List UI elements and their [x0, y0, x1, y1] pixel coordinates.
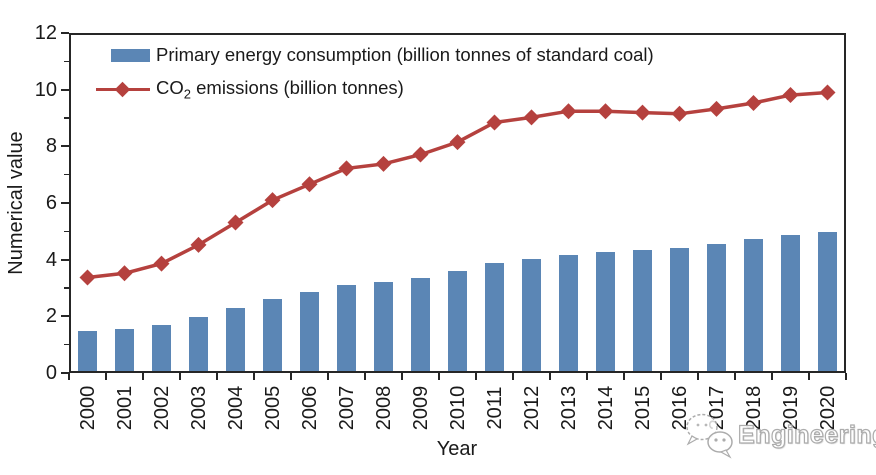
y-major-tick	[61, 88, 69, 91]
x-tick-label-2006: 2006	[298, 385, 321, 431]
x-tick-label-2007: 2007	[335, 385, 358, 431]
x-tick-label-2011: 2011	[483, 386, 506, 430]
x-tick	[734, 373, 736, 380]
bar-2007	[337, 284, 356, 371]
x-tick	[438, 373, 440, 380]
x-tick	[845, 373, 847, 380]
y-major-tick	[61, 258, 69, 261]
y-tick-label-2: 2	[45, 305, 57, 328]
line-diamond-swatch-icon	[96, 81, 150, 97]
bar-2018	[744, 239, 763, 371]
y-minor-tick	[64, 343, 69, 346]
bar-2005	[263, 299, 282, 371]
x-tick	[771, 373, 773, 380]
y-minor-tick	[64, 117, 69, 119]
x-tick	[549, 373, 551, 380]
bar-2002	[152, 324, 171, 371]
bar-2013	[559, 254, 578, 371]
x-tick	[68, 373, 70, 380]
legend-label-co2: CO2 emissions (billion tonnes)	[156, 76, 404, 102]
x-tick-label-2005: 2005	[261, 385, 284, 431]
x-tick-label-2000: 2000	[76, 385, 99, 431]
watermark-text: Engineering	[737, 420, 876, 449]
x-tick	[660, 373, 662, 380]
y-major-tick	[61, 372, 69, 374]
x-tick	[475, 373, 477, 380]
watermark: Engineering	[682, 410, 876, 460]
bar-2001	[115, 329, 134, 371]
x-tick-label-2009: 2009	[409, 385, 432, 431]
y-tick-label-8: 8	[45, 135, 57, 158]
x-tick	[697, 373, 699, 380]
x-tick	[586, 373, 588, 380]
x-tick-label-2002: 2002	[150, 385, 173, 431]
y-tick-label-0: 0	[45, 362, 57, 384]
x-tick	[179, 373, 181, 380]
bar-2012	[522, 259, 541, 371]
x-tick-label-2015: 2015	[631, 385, 654, 431]
bar-2004	[226, 307, 245, 371]
x-tick-label-2008: 2008	[372, 385, 395, 431]
bar-2019	[781, 235, 800, 371]
bar-2016	[670, 248, 689, 371]
y-tick-label-10: 10	[34, 78, 57, 101]
y-major-tick	[61, 315, 69, 318]
x-axis-title: Year	[436, 438, 478, 460]
bar-2010	[448, 270, 467, 371]
legend-label-energy: Primary energy consumption (billion tonn…	[156, 44, 654, 65]
x-tick	[512, 373, 514, 380]
bar-2020	[818, 231, 837, 371]
x-tick	[142, 373, 144, 380]
bar-2006	[300, 291, 319, 371]
y-tick-label-4: 4	[45, 248, 57, 271]
bar-2017	[707, 243, 726, 371]
x-tick-label-2013: 2013	[557, 385, 580, 431]
bar-2003	[189, 317, 208, 371]
x-tick	[327, 373, 329, 380]
bar-2008	[374, 282, 393, 371]
x-tick	[623, 373, 625, 380]
y-major-tick	[61, 32, 69, 34]
x-tick	[364, 373, 366, 380]
x-tick	[401, 373, 403, 380]
x-tick-label-2012: 2012	[520, 385, 543, 431]
bar-2011	[485, 263, 504, 371]
bar-swatch-icon	[111, 48, 150, 62]
y-axis-title: Numerical value	[5, 131, 27, 275]
bar-2015	[633, 250, 652, 371]
y-minor-tick	[64, 230, 69, 233]
y-tick-label-6: 6	[45, 192, 57, 214]
x-tick-label-2001: 2001	[113, 385, 136, 431]
x-tick	[216, 373, 218, 380]
x-tick	[290, 373, 292, 380]
wechat-logo-icon	[686, 413, 733, 459]
x-tick	[105, 373, 107, 380]
y-tick-label-12: 12	[34, 22, 57, 44]
y-major-tick	[61, 202, 69, 204]
y-minor-tick	[64, 173, 69, 176]
legend-item-co2: CO2 emissions (billion tonnes)	[96, 76, 654, 102]
y-major-tick	[61, 145, 69, 148]
x-tick	[808, 373, 810, 380]
x-tick	[253, 373, 255, 380]
x-tick-label-2014: 2014	[594, 385, 617, 431]
legend: Primary energy consumption (billion tonn…	[96, 42, 654, 102]
bar-2014	[596, 251, 615, 371]
x-tick-label-2003: 2003	[187, 385, 210, 431]
y-minor-tick	[64, 287, 69, 289]
x-tick-label-2004: 2004	[224, 385, 247, 431]
x-tick-label-2010: 2010	[446, 385, 469, 431]
bar-2009	[411, 277, 430, 371]
bar-2000	[78, 331, 97, 371]
y-minor-tick	[64, 60, 69, 63]
legend-item-energy: Primary energy consumption (billion tonn…	[96, 42, 654, 68]
